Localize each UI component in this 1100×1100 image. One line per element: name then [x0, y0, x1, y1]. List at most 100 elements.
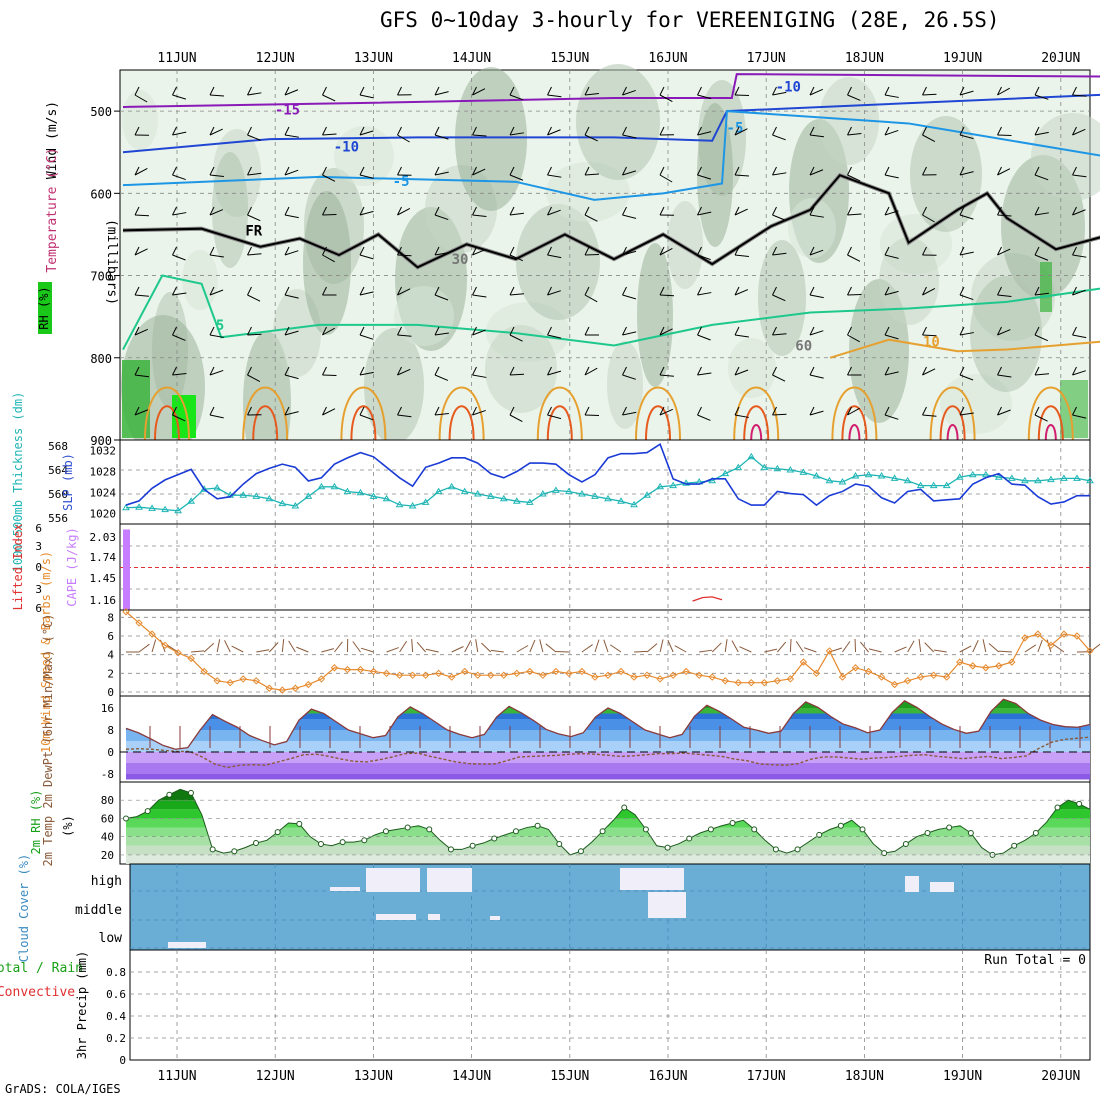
wind-barb-flag	[734, 166, 740, 176]
wind-barb	[547, 174, 562, 178]
wind-barb	[284, 214, 299, 219]
wind-barb-flag	[434, 366, 440, 376]
wind-barb-flag	[734, 366, 740, 376]
wind-speed-point	[851, 664, 860, 672]
wind-barb	[547, 129, 561, 136]
rh-tick: 60	[101, 812, 114, 825]
isotherm-hot	[645, 405, 671, 441]
wind-barb-flag	[359, 246, 365, 256]
wind-barb-flag	[622, 246, 627, 256]
wind-barb	[997, 409, 1011, 416]
wind-barb-flag	[1072, 126, 1077, 136]
wind-barb-flag	[509, 126, 515, 136]
surface-wind-barb	[539, 639, 544, 653]
wind-barb-flag	[622, 206, 627, 216]
wind-barb	[472, 374, 487, 378]
cape-tick: 2.03	[90, 531, 117, 544]
wind-barb-flag	[847, 366, 852, 376]
wind-barb	[359, 291, 374, 296]
wind-barb	[922, 334, 937, 337]
wind-barb	[434, 332, 449, 336]
wind-barb-flag	[922, 406, 927, 416]
surface-wind-barb	[268, 642, 279, 653]
wind-barb-flag	[209, 406, 215, 416]
wind-barb	[209, 128, 223, 136]
rh-shade	[758, 240, 806, 356]
temperature-tick: 0	[107, 746, 114, 759]
pressure-tick-label: 800	[90, 352, 112, 366]
surface-wind-barb	[1053, 643, 1065, 653]
thickness-point	[617, 497, 625, 504]
wind-barb	[697, 174, 712, 180]
wind-barb	[847, 254, 861, 262]
wind-speed-point	[239, 675, 247, 683]
thickness-point	[447, 482, 456, 490]
wind-barb-flag	[1034, 206, 1040, 216]
wind-barb-flag	[209, 286, 215, 296]
wind-barb	[547, 94, 562, 98]
thickness-point	[604, 494, 612, 502]
wind-speed-point	[773, 677, 782, 685]
rh-point	[491, 835, 498, 842]
wind-barb-flag	[847, 246, 852, 256]
contour-label: -10	[334, 139, 359, 155]
wind-barb	[697, 131, 712, 136]
surface-wind-barb	[416, 641, 426, 653]
wind-barb-flag	[922, 326, 927, 336]
rh-shade	[364, 328, 424, 444]
wind-barb	[997, 374, 1012, 378]
wind-barb-flag	[622, 126, 627, 136]
wind-barb-flag	[1034, 86, 1040, 96]
wind-barb-flag	[247, 86, 252, 96]
wind-tick: 0	[107, 686, 114, 699]
wind-barb	[809, 374, 824, 379]
rh-shade	[182, 250, 218, 310]
rh-point	[469, 842, 476, 849]
wind-barb-flag	[997, 86, 1002, 96]
wind-barb	[284, 134, 299, 138]
wind-barb-flag	[1034, 366, 1040, 376]
wind-barb	[847, 133, 862, 136]
thickness-point	[187, 497, 196, 504]
wind-barb	[247, 253, 262, 256]
wind-barb-flag	[959, 246, 965, 256]
thickness-point	[369, 492, 378, 499]
rh-shade	[273, 289, 321, 377]
wind-barb-flag	[772, 126, 777, 136]
day-label-bottom: 13JUN	[354, 1069, 393, 1084]
wind-barb	[997, 214, 1012, 217]
cloud-level-label: middle	[75, 903, 122, 918]
wind-barb-flag	[509, 326, 515, 336]
wind-barb-flag	[472, 246, 477, 256]
wind-barb-flag	[847, 206, 852, 216]
wind-speed-point	[877, 673, 886, 681]
wind-barb-flag	[434, 166, 440, 176]
wind-barb-flag	[697, 406, 702, 416]
thickness-point	[1020, 476, 1029, 484]
wind-speed-point	[812, 669, 821, 678]
wind-barb	[359, 174, 374, 179]
wind-barb-flag	[584, 126, 590, 136]
day-label-top: 20JUN	[1041, 51, 1080, 66]
wind-barb	[884, 414, 899, 420]
wind-barb-flag	[359, 126, 365, 136]
wind-barb-flag	[772, 406, 777, 416]
wind-barb	[772, 333, 787, 336]
isotherm-FR	[122, 174, 1100, 269]
wind-barb-flag	[209, 366, 215, 376]
wind-barb	[172, 334, 186, 341]
wind-barb	[397, 368, 411, 376]
wind-barb-flag	[509, 246, 515, 256]
rh-shade	[576, 64, 660, 180]
wind-barb	[134, 328, 148, 336]
rh-shade	[122, 90, 158, 150]
wind-barb-flag	[209, 326, 215, 336]
wind-barb-flag	[584, 406, 590, 416]
wind-barb	[997, 329, 1011, 336]
contour-label: 5	[216, 318, 224, 334]
wind-barb	[734, 254, 749, 257]
cloud-level-label: low	[99, 931, 123, 946]
wind-barb-flag	[809, 166, 815, 176]
thickness-point	[304, 492, 313, 499]
wind-barb-flag	[397, 286, 402, 296]
